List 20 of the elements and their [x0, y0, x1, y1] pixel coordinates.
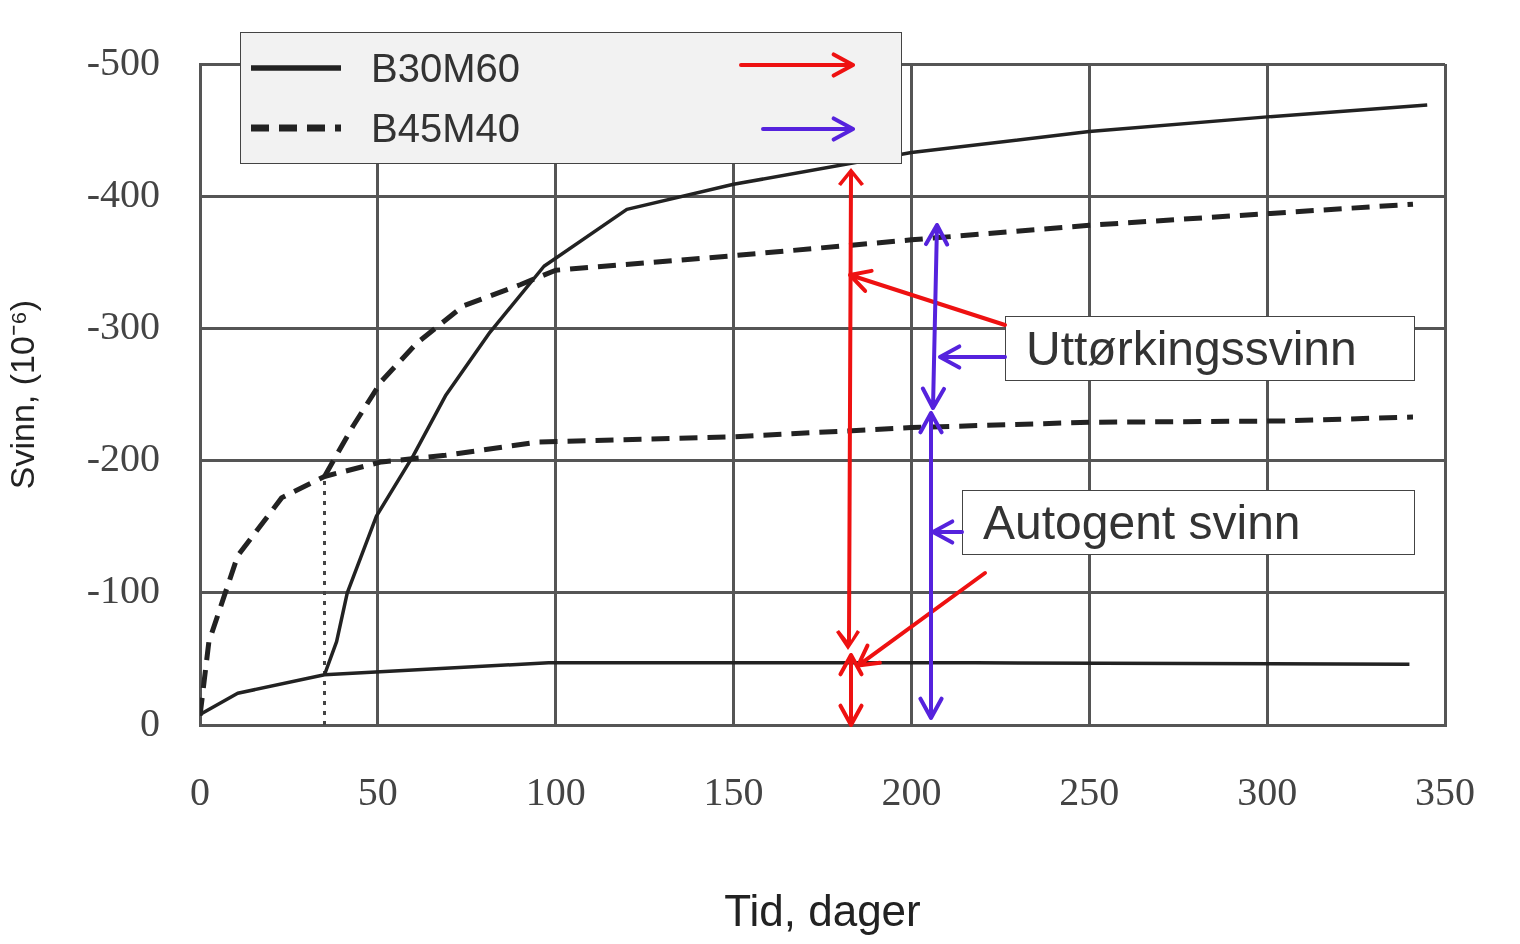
y-tick-label: 0: [140, 699, 160, 745]
y-tick-label: -200: [86, 435, 160, 481]
x-tick-label: 150: [703, 768, 764, 814]
x-tick-label: 50: [357, 768, 398, 814]
x-tick-label: 100: [525, 768, 586, 814]
x-tick-label: 300: [1237, 768, 1298, 814]
y-axis-title: Svinn, (10⁻⁶): [2, 299, 41, 490]
y-tick-label: -500: [86, 38, 160, 84]
y-tick-label: -300: [86, 302, 160, 348]
x-axis-title: Tid, dager: [724, 885, 921, 935]
legend-label: B30M60: [371, 45, 520, 91]
x-tick-label: 200: [881, 768, 942, 814]
y-tick-label: -100: [86, 567, 160, 613]
annotation: Autogent svinn: [962, 490, 1415, 555]
x-tick-label: 250: [1059, 768, 1120, 814]
annotation: Uttørkingssvinn: [1005, 316, 1415, 381]
legend-label: B45M40: [371, 105, 520, 151]
x-tick-label: 350: [1415, 768, 1475, 814]
y-tick-label: -400: [86, 170, 160, 216]
x-tick-label: 0: [190, 768, 210, 814]
